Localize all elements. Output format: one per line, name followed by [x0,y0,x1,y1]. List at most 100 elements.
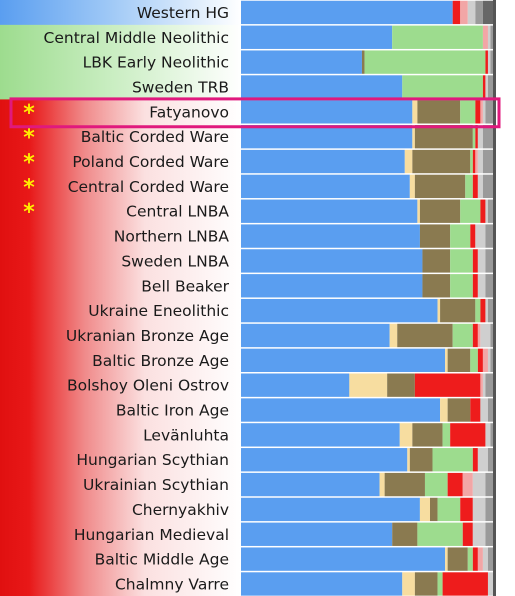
star-marker-fatyanovo: * [23,101,35,126]
bar-segment-sweden-lnba-red [472,249,478,273]
bar-segment-ukraine-eneolithic-red [480,298,486,323]
bar-segment-lbk-early-neolithic-light_gray [487,50,491,74]
bar-segment-poland-corded-ware-green [470,149,473,174]
bar-segment-baltic-corded-ware-red [475,125,478,149]
group-band-ukraine-eneolithic [0,298,241,324]
bar-segment-hungarian-scythian-blue [241,448,408,472]
bar-segment-baltic-corded-ware-brown [414,125,473,149]
group-band-hungarian-medieval [0,521,241,548]
bar-segment-chalmny-varre-light_gray [487,572,493,596]
population-label-hungarian-medieval: Hungarian Medieval [74,526,229,544]
bar-segment-central-lnba-red [480,199,486,223]
bar-segment-sweden-trb-light_gray [485,75,488,99]
population-label-poland-corded-ware: Poland Corded Ware [72,153,229,171]
bar-segment-western-hg-gray [475,0,483,25]
bar-segment-hungarian-medieval-gray [485,522,493,546]
bar-segment-poland-corded-ware-gray [482,149,493,174]
bar-segment-hungarian-medieval-light_gray [472,522,486,546]
bar-segment-central-middle-neolithic-blue [241,25,393,49]
group-band-sweden-lnba [0,248,241,274]
population-label-central-middle-neolithic: Central Middle Neolithic [44,29,229,47]
population-label-sweden-lnba: Sweden LNBA [121,252,229,270]
bar-segment-fatyanovo-pink [480,100,483,124]
plot-right-edge [493,0,496,596]
star-markers: ***** [23,101,35,225]
bar-segment-central-lnba-gray [487,199,493,223]
bar-segment-hungarian-scythian-gray [487,448,493,472]
group-band-baltic-middle-age [0,546,241,573]
bar-segment-central-middle-neolithic-green [392,25,483,49]
bar-segment-baltic-middle-age-green [467,547,473,571]
bar-segment-lev-nluhta-light_gray [485,423,491,447]
bar-segment-ukrainian-scythian-brown [384,472,425,497]
population-label-central-corded-ware: Central Corded Ware [68,178,229,196]
bar-segment-central-lnba-green [460,199,481,223]
population-label-fatyanovo: Fatyanovo [149,103,229,121]
group-band-central-corded-ware [0,173,241,200]
population-label-lev-nluhta: Levänluhta [143,426,229,444]
bar-segment-ukranian-bronze-age-blue [241,323,390,348]
bar-segment-baltic-iron-age-brown [447,398,471,422]
bar-segment-chalmny-varre-brown [414,572,438,596]
bar-segment-northern-lnba-blue [241,224,420,248]
bar-segment-hungarian-scythian-green [432,448,473,472]
bar-segment-sweden-trb-red [482,75,486,99]
bar-segment-chalmny-varre-tan [402,572,415,596]
bar-segment-baltic-bronze-age-gray [490,348,493,372]
bar-segment-hungarian-medieval-blue [241,522,393,546]
group-band-western-hg [0,0,241,26]
bar-segment-northern-lnba-gray [485,224,493,248]
bar-segment-ukrainian-scythian-green [424,472,448,497]
group-band-ukrainian-scythian [0,472,241,498]
population-label-hungarian-scythian: Hungarian Scythian [76,451,229,469]
bar-segment-sweden-trb-green [402,75,483,99]
bar-segment-baltic-bronze-age-brown [447,348,471,372]
bar-segment-ukranian-bronze-age-tan [389,323,398,348]
bar-segment-baltic-middle-age-tan [445,547,448,571]
bar-segment-ukranian-bronze-age-red [472,323,478,348]
group-band-fatyanovo [0,99,241,125]
bar-segment-ukrainian-scythian-red [447,472,463,497]
star-marker-poland-corded-ware: * [23,151,35,176]
population-labels: Western HG Central Middle Neolithic LBK Ea… [44,4,230,594]
bar-segment-poland-corded-ware-tan [404,149,413,174]
bar-segment-lev-nluhta-red [450,423,486,447]
bar-segment-lbk-early-neolithic-red [485,50,488,74]
bar-segment-baltic-bronze-age-pink [482,348,488,372]
bar-segment-central-lnba-brown [419,199,461,223]
bar-segment-chernyakhiv-tan [419,497,430,522]
bar-segment-central-corded-ware-red [472,174,478,199]
stacked-bars [241,0,496,596]
bar-segment-ukraine-eneolithic-light_gray [485,298,488,323]
bar-segment-baltic-middle-age-light_gray [482,547,488,571]
bar-segment-lev-nluhta-green [442,423,451,447]
bar-segment-ukrainian-scythian-gray [485,472,493,497]
bar-segment-fatyanovo-tan [412,100,418,124]
bar-segment-ukrainian-scythian-blue [241,472,380,497]
bar-segment-hungarian-scythian-red [472,448,478,472]
bar-segment-ukrainian-scythian-pink [462,472,473,497]
bar-segment-western-hg-pink [460,0,468,25]
bar-segment-central-corded-ware-brown [414,174,466,199]
bar-segment-fatyanovo-red [475,100,481,124]
bar-segment-bolshoy-oleni-ostrov-tan [349,373,388,397]
bar-segment-baltic-iron-age-light_gray [480,398,488,422]
bar-segment-western-hg-blue [241,0,453,25]
bar-segment-central-middle-neolithic-pink [482,25,488,49]
bar-segment-hungarian-scythian-tan [407,448,410,472]
bar-segment-baltic-middle-age-blue [241,547,446,571]
bar-segment-lev-nluhta-gray [490,423,493,447]
bar-segment-baltic-iron-age-blue [241,398,441,422]
bar-segment-chernyakhiv-green [437,497,461,522]
bar-segment-chernyakhiv-brown [430,497,438,522]
bar-segment-ukraine-eneolithic-blue [241,298,438,323]
bar-segment-ukranian-bronze-age-brown [397,323,453,348]
bar-segment-baltic-corded-ware-green [472,125,476,149]
bar-segment-baltic-bronze-age-green [470,348,478,372]
bar-segment-lev-nluhta-brown [412,423,443,447]
bar-segment-chalmny-varre-red [442,572,488,596]
bar-segment-chernyakhiv-red [460,497,473,522]
population-label-chalmny-varre: Chalmny Varre [115,575,229,593]
bar-segment-sweden-lnba-blue [241,249,423,273]
star-marker-central-corded-ware: * [23,175,35,200]
